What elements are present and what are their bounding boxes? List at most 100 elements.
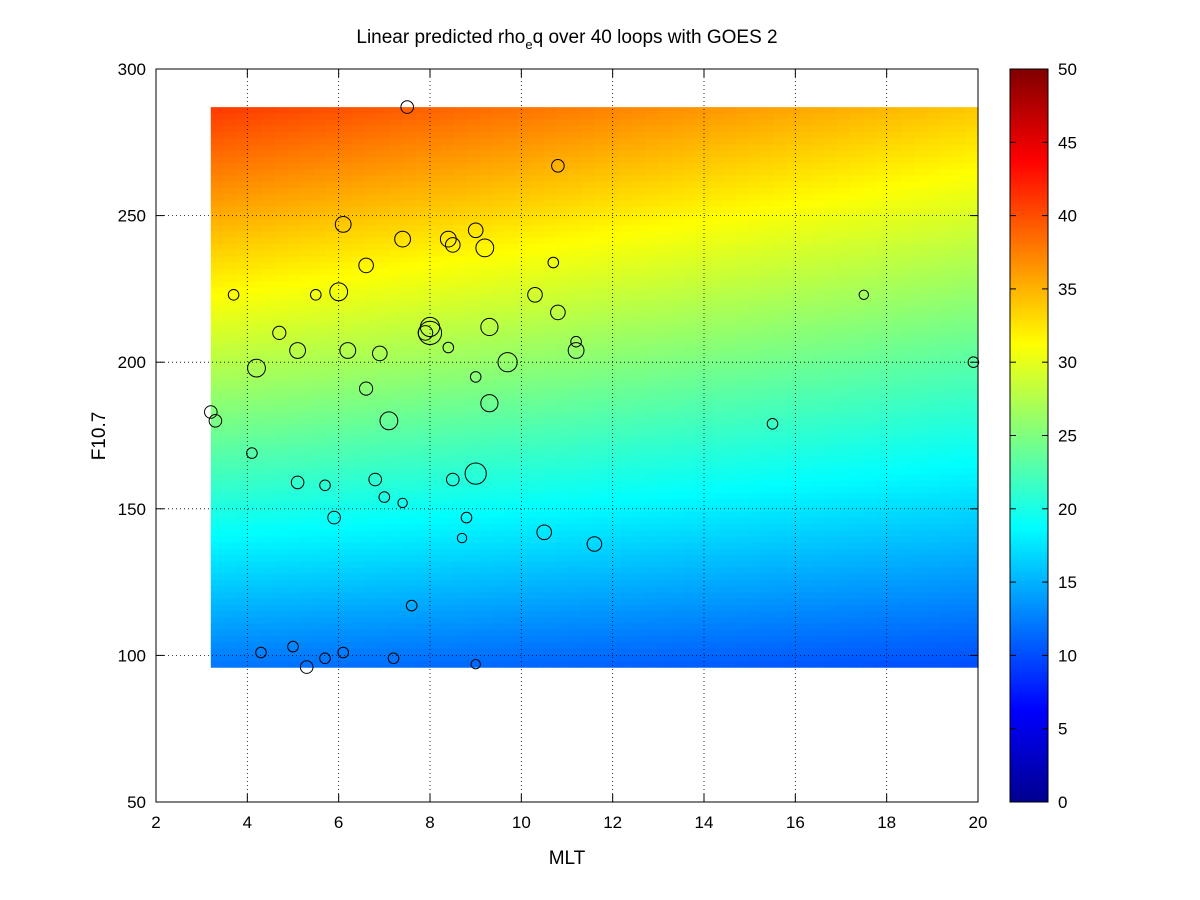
surface-cell: [389, 536, 404, 544]
surface-cell: [862, 380, 877, 388]
surface-cell: [249, 349, 263, 357]
surface-cell: [773, 548, 787, 556]
surface-cell: [875, 250, 890, 258]
surface-cell: [696, 505, 711, 513]
surface-cell: [786, 293, 800, 301]
surface-cell: [926, 306, 941, 314]
surface-cell: [479, 592, 493, 600]
surface-cell: [645, 405, 659, 413]
surface-cell: [811, 169, 826, 177]
surface-cell: [453, 268, 468, 276]
surface-cell: [466, 132, 480, 139]
surface-cell: [504, 405, 519, 413]
surface-cell: [735, 268, 749, 276]
surface-cell: [249, 188, 263, 195]
surface-cell: [351, 293, 365, 301]
surface-cell: [632, 132, 647, 139]
surface-cell: [351, 300, 365, 307]
surface-cell: [671, 349, 685, 357]
surface-cell: [440, 517, 455, 525]
surface-cell: [568, 505, 583, 513]
surface-cell: [696, 598, 711, 606]
surface-cell: [453, 617, 468, 625]
surface-cell: [415, 256, 429, 264]
surface-cell: [479, 293, 493, 301]
surface-cell: [837, 262, 851, 270]
surface-cell: [786, 536, 800, 544]
surface-cell: [798, 480, 813, 488]
surface-cell: [568, 474, 583, 482]
surface-cell: [300, 461, 314, 469]
surface-cell: [223, 237, 237, 245]
surface-cell: [261, 542, 276, 550]
surface-cell: [287, 567, 301, 575]
surface-cell: [402, 517, 416, 525]
surface-cell: [811, 150, 826, 158]
surface-cell: [364, 349, 378, 357]
surface-cell: [402, 561, 416, 569]
surface-cell: [415, 443, 429, 450]
surface-cell: [338, 530, 353, 538]
surface-cell: [862, 188, 877, 195]
surface-cell: [492, 169, 506, 177]
surface-cell: [556, 374, 570, 382]
surface-cell: [274, 374, 289, 382]
surface-cell: [747, 163, 762, 170]
surface-cell: [658, 275, 672, 282]
surface-cell: [338, 231, 353, 239]
surface-cell: [517, 144, 532, 152]
surface-cell: [415, 573, 429, 581]
surface-cell: [760, 474, 775, 482]
surface-cell: [722, 132, 736, 139]
surface-cell: [351, 144, 365, 152]
surface-cell: [543, 331, 557, 338]
surface-cell: [747, 368, 762, 376]
surface-cell: [786, 468, 800, 475]
surface-cell: [428, 580, 442, 587]
surface-cell: [901, 561, 915, 569]
surface-cell: [300, 219, 314, 226]
surface-cell: [479, 555, 493, 562]
surface-cell: [504, 231, 519, 239]
surface-cell: [543, 611, 557, 618]
surface-cell: [313, 138, 327, 146]
surface-cell: [926, 219, 941, 226]
surface-cell: [862, 567, 877, 575]
surface-cell: [517, 536, 532, 544]
surface-cell: [607, 468, 621, 475]
surface-cell: [287, 592, 301, 600]
surface-cell: [735, 374, 749, 382]
surface-cell: [249, 399, 263, 407]
surface-cell: [722, 611, 736, 618]
surface-cell: [952, 561, 966, 569]
surface-cell: [926, 617, 941, 625]
surface-cell: [287, 499, 301, 506]
surface-cell: [798, 331, 813, 338]
surface-cell: [747, 200, 762, 208]
surface-cell: [504, 443, 519, 450]
surface-cell: [632, 374, 647, 382]
surface-cell: [786, 287, 800, 295]
surface-cell: [735, 349, 749, 357]
surface-cell: [850, 219, 864, 226]
surface-cell: [696, 256, 711, 264]
surface-cell: [798, 387, 813, 394]
surface-cell: [926, 150, 941, 158]
surface-cell: [543, 430, 557, 438]
surface-cell: [824, 449, 838, 457]
surface-cell: [556, 237, 570, 245]
surface-cell: [415, 455, 429, 463]
surface-cell: [735, 455, 749, 463]
surface-cell: [683, 356, 698, 363]
surface-cell: [875, 268, 890, 276]
surface-cell: [837, 132, 851, 139]
surface-cell: [428, 268, 442, 276]
surface-cell: [914, 275, 928, 282]
surface-cell: [325, 499, 340, 506]
surface-cell: [453, 424, 468, 432]
surface-cell: [722, 212, 736, 220]
surface-cell: [645, 188, 659, 195]
surface-cell: [556, 181, 570, 189]
surface-cell: [747, 617, 762, 625]
surface-cell: [492, 511, 506, 519]
